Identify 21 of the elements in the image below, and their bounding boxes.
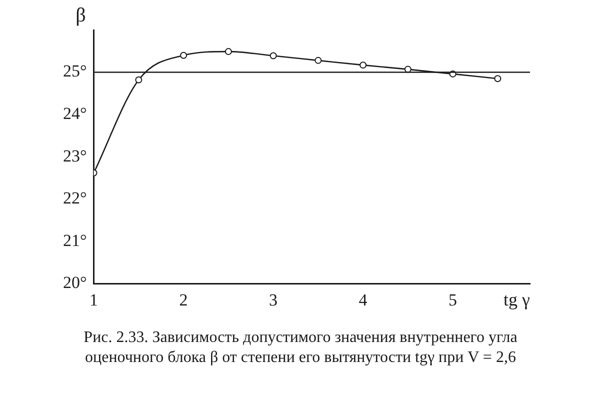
x-tick-label: 2	[179, 290, 188, 310]
y-tick-label: 20°	[62, 273, 87, 292]
point	[270, 52, 277, 60]
y-tick-label: 24°	[62, 104, 87, 123]
point	[360, 62, 367, 69]
point	[135, 76, 142, 84]
point	[314, 56, 322, 64]
x-tick-label: 1	[90, 290, 98, 310]
x-tick-label: 5	[448, 290, 458, 310]
y-axis-title: β	[76, 4, 86, 26]
y-tick-label: 23°	[62, 146, 87, 166]
y-tick-label: 25°	[62, 62, 87, 81]
x-tick-label: 4	[358, 290, 368, 310]
x-axis-title: tg γ	[504, 289, 530, 310]
x-tick-label: 3	[269, 290, 278, 310]
point	[494, 75, 502, 82]
point	[180, 52, 188, 59]
y-tick-label: 21°	[62, 230, 87, 250]
y-tick-label: 22°	[62, 188, 87, 208]
text: Рис. 2.33. Зависимость допустимого значения внутреннего угла оценочного блока β от степени его вытянутости tgγ при V = 2,6	[82, 328, 518, 368]
point	[224, 48, 232, 56]
